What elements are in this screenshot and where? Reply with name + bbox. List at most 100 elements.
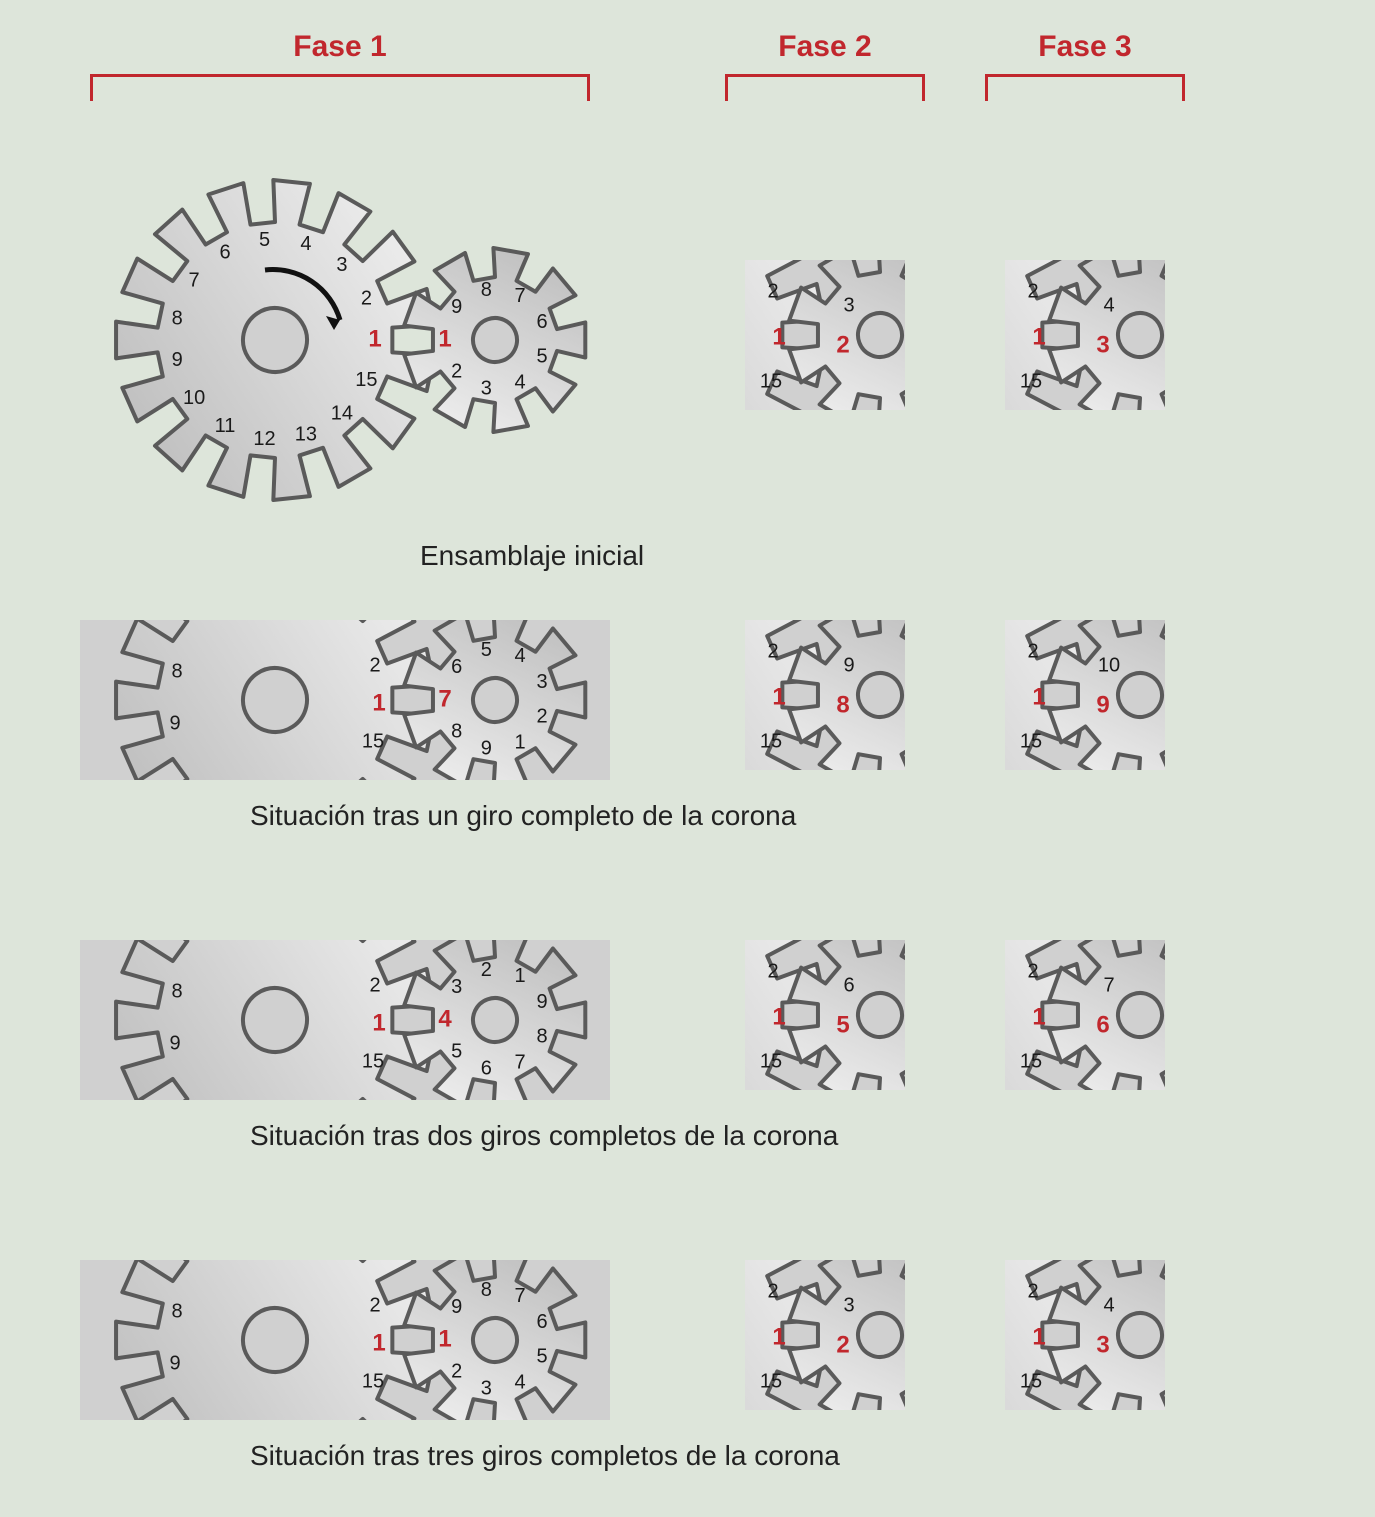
svg-text:7: 7 bbox=[514, 1052, 525, 1074]
svg-text:15: 15 bbox=[1020, 370, 1042, 392]
svg-text:4: 4 bbox=[514, 372, 525, 394]
diagram-row: 211589789123456 211598 2115109Situación … bbox=[0, 620, 1375, 840]
svg-text:1: 1 bbox=[438, 325, 451, 352]
svg-text:9: 9 bbox=[536, 991, 547, 1013]
svg-text:15: 15 bbox=[362, 1370, 384, 1392]
phase-2-label: Fase 2 bbox=[725, 30, 925, 64]
svg-text:5: 5 bbox=[451, 1040, 462, 1062]
svg-text:1: 1 bbox=[1032, 683, 1045, 710]
svg-text:8: 8 bbox=[836, 691, 849, 718]
svg-text:15: 15 bbox=[1020, 730, 1042, 752]
svg-text:15: 15 bbox=[760, 370, 782, 392]
svg-text:4: 4 bbox=[514, 1372, 525, 1394]
svg-text:2: 2 bbox=[836, 1331, 849, 1358]
svg-text:3: 3 bbox=[843, 294, 854, 316]
svg-text:4: 4 bbox=[300, 233, 311, 255]
svg-text:3: 3 bbox=[451, 976, 462, 998]
svg-text:3: 3 bbox=[1096, 1331, 1109, 1358]
svg-text:4: 4 bbox=[438, 1005, 452, 1032]
svg-text:2: 2 bbox=[536, 705, 547, 727]
svg-text:2: 2 bbox=[361, 288, 372, 310]
svg-text:15: 15 bbox=[1020, 1050, 1042, 1072]
svg-text:2: 2 bbox=[1027, 280, 1038, 302]
svg-text:15: 15 bbox=[362, 1050, 384, 1072]
svg-text:8: 8 bbox=[481, 1279, 492, 1301]
svg-text:6: 6 bbox=[843, 974, 854, 996]
svg-text:1: 1 bbox=[772, 323, 785, 350]
svg-text:2: 2 bbox=[1027, 1280, 1038, 1302]
svg-text:2: 2 bbox=[369, 1294, 380, 1316]
svg-text:9: 9 bbox=[169, 1032, 180, 1054]
diagram-row: 211589123456789 211532 211543Situación t… bbox=[0, 1260, 1375, 1480]
svg-text:15: 15 bbox=[362, 730, 384, 752]
mesh-tile: 211598 bbox=[745, 620, 905, 770]
svg-text:6: 6 bbox=[219, 242, 230, 264]
svg-text:1: 1 bbox=[772, 1323, 785, 1350]
svg-text:7: 7 bbox=[438, 685, 451, 712]
row-caption: Ensamblaje inicial bbox=[420, 540, 644, 572]
diagram-row: 123456789101112131415123456789 211532 21… bbox=[0, 150, 1375, 580]
svg-text:8: 8 bbox=[171, 660, 182, 682]
main-gear-cropped: 211589123456789 bbox=[80, 1260, 610, 1420]
mesh-tile: 211576 bbox=[1005, 940, 1165, 1090]
main-gear-cropped: 211589456789123 bbox=[80, 940, 610, 1100]
svg-text:7: 7 bbox=[514, 285, 525, 307]
phase-header-bar: Fase 1 Fase 2 Fase 3 bbox=[0, 30, 1375, 110]
svg-text:4: 4 bbox=[1103, 1294, 1114, 1316]
svg-text:2: 2 bbox=[767, 960, 778, 982]
svg-text:1: 1 bbox=[372, 1329, 385, 1356]
svg-text:1: 1 bbox=[1032, 1003, 1045, 1030]
svg-text:6: 6 bbox=[451, 656, 462, 678]
phase-3-bracket bbox=[985, 74, 1185, 101]
svg-text:8: 8 bbox=[536, 1025, 547, 1047]
svg-text:2: 2 bbox=[767, 1280, 778, 1302]
svg-text:14: 14 bbox=[331, 403, 353, 425]
svg-text:10: 10 bbox=[1098, 654, 1120, 676]
svg-text:3: 3 bbox=[843, 1294, 854, 1316]
main-gear-cropped: 211589789123456 bbox=[80, 620, 610, 780]
svg-text:3: 3 bbox=[1096, 331, 1109, 358]
row-caption: Situación tras tres giros completos de l… bbox=[250, 1440, 840, 1472]
svg-text:9: 9 bbox=[843, 654, 854, 676]
svg-text:3: 3 bbox=[481, 1377, 492, 1399]
phase-1-label: Fase 1 bbox=[90, 30, 590, 64]
svg-text:5: 5 bbox=[259, 229, 270, 251]
phase-2-bracket bbox=[725, 74, 925, 101]
diagram-row: 211589456789123 211565 211576Situación t… bbox=[0, 940, 1375, 1160]
svg-text:2: 2 bbox=[369, 974, 380, 996]
row-caption: Situación tras dos giros completos de la… bbox=[250, 1120, 838, 1152]
row-caption: Situación tras un giro completo de la co… bbox=[250, 800, 796, 832]
svg-text:2: 2 bbox=[767, 640, 778, 662]
svg-text:15: 15 bbox=[760, 730, 782, 752]
svg-text:6: 6 bbox=[1096, 1011, 1109, 1038]
svg-text:8: 8 bbox=[451, 720, 462, 742]
svg-text:1: 1 bbox=[1032, 323, 1045, 350]
phase-1-bracket bbox=[90, 74, 590, 101]
svg-text:9: 9 bbox=[451, 1296, 462, 1318]
svg-text:6: 6 bbox=[481, 1057, 492, 1079]
svg-text:9: 9 bbox=[451, 296, 462, 318]
mesh-tile: 211565 bbox=[745, 940, 905, 1090]
mesh-tile: 2 1 15 3 2 bbox=[745, 260, 905, 410]
svg-text:2: 2 bbox=[836, 331, 849, 358]
svg-text:5: 5 bbox=[481, 639, 492, 661]
svg-text:13: 13 bbox=[295, 423, 317, 445]
svg-text:2: 2 bbox=[767, 280, 778, 302]
svg-text:7: 7 bbox=[1103, 974, 1114, 996]
svg-text:2: 2 bbox=[451, 1360, 462, 1382]
svg-text:7: 7 bbox=[189, 269, 200, 291]
svg-text:9: 9 bbox=[169, 1352, 180, 1374]
phase-3-label: Fase 3 bbox=[985, 30, 1185, 64]
svg-text:9: 9 bbox=[1096, 691, 1109, 718]
svg-text:10: 10 bbox=[183, 387, 205, 409]
svg-text:1: 1 bbox=[772, 683, 785, 710]
svg-text:15: 15 bbox=[760, 1050, 782, 1072]
svg-text:8: 8 bbox=[481, 279, 492, 301]
svg-text:9: 9 bbox=[172, 349, 183, 371]
svg-text:4: 4 bbox=[1103, 294, 1114, 316]
svg-text:9: 9 bbox=[481, 737, 492, 759]
svg-text:1: 1 bbox=[772, 1003, 785, 1030]
svg-text:1: 1 bbox=[372, 689, 385, 716]
mesh-tile: 211543 bbox=[1005, 1260, 1165, 1410]
svg-text:1: 1 bbox=[514, 965, 525, 987]
